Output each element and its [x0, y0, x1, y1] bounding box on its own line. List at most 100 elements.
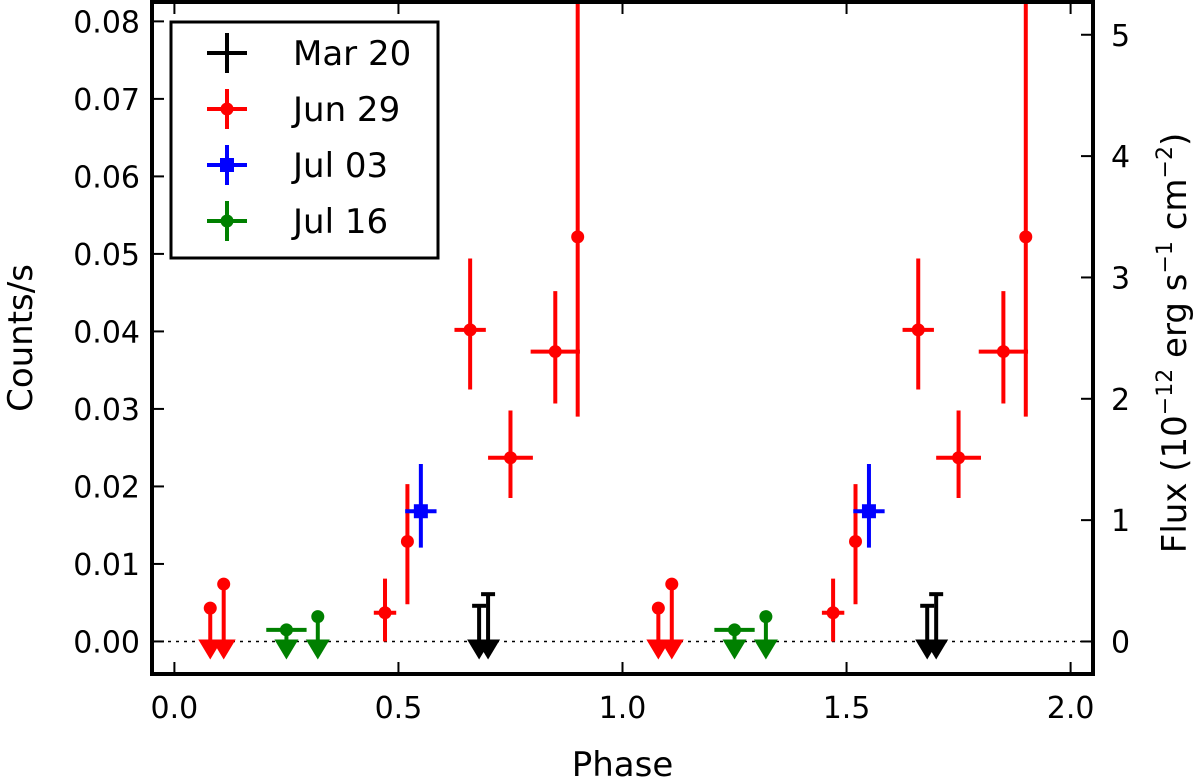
right-axis-label-part: cm [1155, 178, 1195, 241]
upper-limit [266, 623, 307, 660]
data-point [571, 2, 585, 417]
y-tick-label: 0.07 [73, 83, 140, 118]
data-point [978, 291, 1029, 404]
x-axis-label: Phase [572, 745, 674, 783]
data-point-marker [665, 577, 679, 591]
data-point [902, 258, 934, 390]
series-jul-16 [266, 610, 778, 660]
data-point [400, 484, 414, 605]
series-mar-20 [467, 592, 949, 660]
data-point-marker [826, 606, 840, 620]
data-point-marker [952, 451, 966, 465]
series-jun-29 [198, 2, 1033, 660]
y-tick-label: 0.04 [73, 315, 140, 350]
series-jul-03 [405, 463, 885, 548]
upper-limit [659, 577, 684, 660]
upper-limit-arrowhead [659, 639, 684, 660]
legend-entry: Mar 20 [207, 33, 411, 74]
data-point-marker [203, 601, 217, 615]
data-point [821, 578, 845, 642]
data-point-marker [220, 158, 234, 172]
y2-tick-label: 5 [1111, 19, 1130, 54]
y2-tick-label: 4 [1111, 140, 1130, 175]
data-point-marker [279, 623, 293, 637]
data-point-marker [651, 601, 665, 615]
data-point-marker [413, 504, 428, 519]
right-axis-exponent: −2 [1153, 146, 1178, 178]
x-tick-label: 0.5 [375, 691, 423, 726]
y2-tick-label: 0 [1111, 625, 1130, 660]
y-tick-label: 0.03 [73, 393, 140, 428]
tick-layer: 0.0 0.5 1.0 1.5 2.0 0.00 0.01 0.02 0.03 0.04 0.05 0… [73, 2, 1130, 726]
data-point-marker [220, 102, 234, 116]
data-point-marker [996, 345, 1010, 359]
data-point-marker [548, 345, 562, 359]
y-tick-label: 0.00 [73, 625, 140, 660]
right-axis-exponent: −12 [1153, 369, 1178, 415]
legend-entry: Jul 16 [207, 201, 388, 242]
upper-limit-arrowhead [722, 639, 747, 660]
legend-label: Mar 20 [293, 34, 411, 74]
data-point-marker [220, 214, 234, 228]
data-point-marker [400, 534, 414, 548]
upper-limit [924, 592, 949, 660]
legend: Mar 20 Jun 29 Jul 03 Jul 16 [169, 20, 440, 260]
legend-label: Jul 03 [291, 146, 388, 186]
x-tick-label: 2.0 [1047, 691, 1095, 726]
right-axis-label: Flux (10−12 erg s−1 cm−2) [1153, 133, 1195, 553]
x-tick-label: 1.5 [823, 691, 871, 726]
data-point-marker [217, 577, 231, 591]
x-tick-label: 1.0 [599, 691, 647, 726]
right-axis-label-part: ) [1155, 133, 1195, 146]
x-tick-label: 0.0 [151, 691, 199, 726]
data-point-marker [728, 623, 742, 637]
upper-limit [476, 592, 501, 660]
data-point-marker [311, 610, 325, 624]
right-axis-exponent: −1 [1153, 241, 1178, 273]
upper-limit-arrowhead [753, 639, 778, 660]
legend-entry: Jun 29 [207, 89, 400, 130]
upper-limit-arrowhead [305, 639, 330, 660]
y2-tick-label: 3 [1111, 261, 1130, 296]
y-tick-label: 0.02 [73, 470, 140, 505]
data-point [405, 463, 437, 548]
data-point [936, 410, 981, 499]
data-point [1019, 2, 1033, 417]
data-point [530, 291, 580, 404]
data-point-marker [503, 451, 517, 465]
y-tick-label: 0.01 [73, 548, 140, 583]
legend-entry: Jul 03 [207, 145, 388, 186]
data-layer [198, 2, 1033, 660]
y-tick-label: 0.06 [73, 160, 140, 195]
data-point-marker [911, 323, 925, 337]
upper-limit [753, 610, 778, 660]
y2-tick-label: 1 [1111, 504, 1130, 539]
y-axis-label: Counts/s [1, 264, 41, 412]
right-axis-label-part: erg s [1155, 274, 1195, 369]
data-point [454, 258, 486, 390]
data-point [373, 578, 397, 642]
legend-box [169, 20, 440, 260]
data-point-marker [463, 323, 477, 337]
right-axis-label-part: Flux (10 [1155, 415, 1195, 553]
data-point-marker [1019, 230, 1033, 244]
upper-limit-arrowhead [211, 639, 236, 660]
data-point [853, 463, 885, 548]
legend-label: Jul 16 [291, 202, 388, 242]
data-point-marker [759, 610, 773, 624]
y-tick-label: 0.08 [73, 5, 140, 40]
upper-limit [714, 623, 755, 660]
data-point [488, 410, 533, 499]
upper-limit-arrowhead [924, 639, 949, 660]
data-point-marker [378, 606, 392, 620]
upper-limit [211, 577, 236, 660]
legend-label: Jun 29 [291, 90, 400, 130]
data-point-marker [861, 504, 876, 519]
upper-limit [305, 610, 330, 660]
upper-limit-arrowhead [476, 639, 501, 660]
y-tick-label: 0.05 [73, 238, 140, 273]
data-point-marker [849, 534, 863, 548]
y2-tick-label: 2 [1111, 383, 1130, 418]
data-point [849, 484, 863, 605]
